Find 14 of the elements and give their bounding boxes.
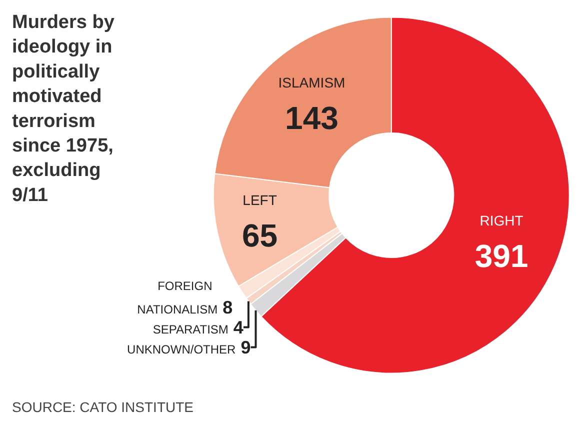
slice-label: LEFT: [242, 192, 278, 208]
data-label: 391: [474, 238, 528, 274]
data-label: 9: [240, 337, 251, 358]
text: Murders by ideology in politically motivated terrorism since 1975, excluding 9/11: [12, 12, 115, 206]
slice-label: FOREIGN NATIONALISM: [137, 278, 218, 316]
source-note: SOURCE: CATO INSTITUTE: [12, 399, 194, 415]
data-label: 4: [233, 317, 244, 338]
data-label: 8: [222, 297, 233, 318]
slice-label: SEPARATISM: [152, 322, 228, 336]
data-label: 143: [285, 100, 338, 136]
slice-label: RIGHT: [480, 212, 524, 228]
data-label: 65: [242, 218, 278, 254]
slice-label: UNKNOWN/OTHER: [127, 342, 236, 356]
slice-label: ISLAMISM: [278, 74, 346, 90]
